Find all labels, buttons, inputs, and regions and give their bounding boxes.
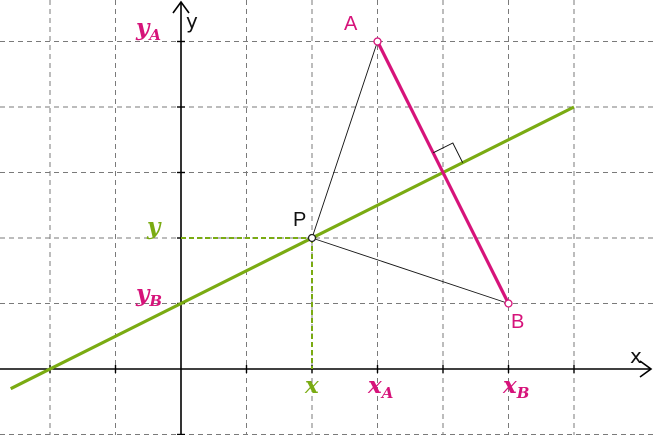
segment-pb [311,237,509,304]
perpendicular-bisector-line [9,105,575,391]
point-b-label: B [511,311,524,333]
point-b-marker [504,299,513,308]
point-a-label: A [344,13,358,35]
x-axis-label: x [630,344,642,368]
tick-label-y: y [146,213,162,240]
right-angle-marker [432,142,464,163]
tick-label-x: x [304,372,319,399]
y-axis-arrowhead [172,0,190,14]
x-axis-arrowhead [639,360,653,378]
tick-label-y-b: yB [135,280,162,310]
point-p-label: P [293,209,306,231]
p-projection-lines [181,237,313,369]
tick-label-x-b: xB [502,372,529,402]
segment-pa [311,41,378,239]
segment-ab [376,40,510,305]
tick-label-x-a: xA [367,372,393,402]
y-axis-label: y [186,9,198,33]
tick-label-y-a: yA [135,14,161,44]
point-a-marker [373,37,382,46]
point-p-marker [307,233,317,243]
